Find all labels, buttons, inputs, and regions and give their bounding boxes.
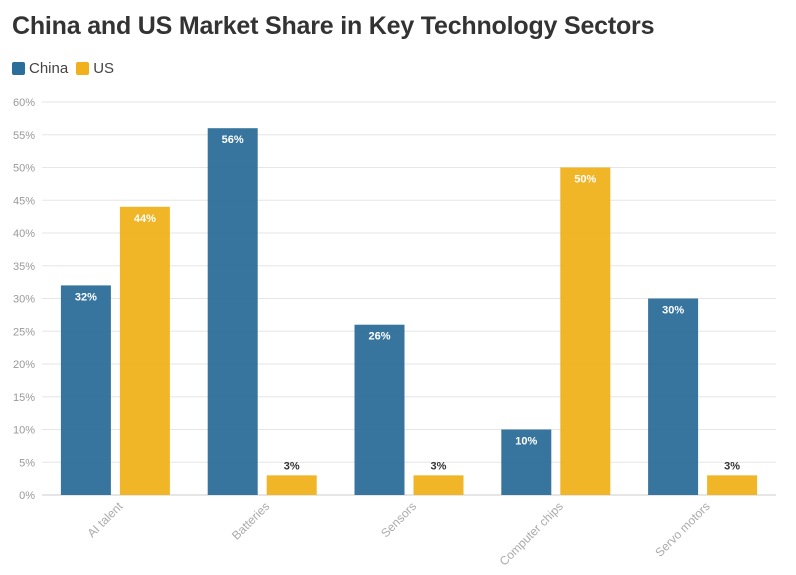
bar-china-3 xyxy=(501,429,552,495)
legend-label-china: China xyxy=(29,60,69,77)
bar-us-4 xyxy=(707,475,758,495)
data-label-china-0: 32% xyxy=(75,291,97,303)
bar-china-0 xyxy=(60,285,111,495)
y-tick-label-7: 35% xyxy=(13,261,35,273)
y-tick-label-6: 30% xyxy=(13,294,35,306)
y-tick-label-1: 5% xyxy=(19,457,35,469)
chart-title: China and US Market Share in Key Technol… xyxy=(12,12,655,40)
bar-us-2 xyxy=(413,475,464,495)
bar-us-0 xyxy=(119,206,170,496)
data-label-us-1: 3% xyxy=(284,460,300,472)
y-tick-label-10: 50% xyxy=(13,163,35,175)
y-tick-label-2: 10% xyxy=(13,425,35,437)
legend-swatch-us xyxy=(76,62,90,75)
legend: China US xyxy=(12,60,122,77)
x-tick-label-3: Computer chips xyxy=(497,499,566,568)
x-tick-label-1: Batteries xyxy=(229,499,272,542)
y-tick-label-0: 0% xyxy=(19,490,35,502)
y-tick-label-11: 55% xyxy=(13,130,35,142)
x-tick-label-0: AI talent xyxy=(84,499,126,541)
data-label-us-4: 3% xyxy=(724,460,740,472)
bar-china-4 xyxy=(648,298,699,495)
x-tick-label-4: Servo motors xyxy=(652,499,712,559)
x-tick-label-2: Sensors xyxy=(378,499,419,540)
y-tick-label-12: 60% xyxy=(13,97,35,109)
legend-label-us: US xyxy=(93,60,115,77)
y-tick-label-8: 40% xyxy=(13,228,35,240)
data-label-us-2: 3% xyxy=(431,460,447,472)
y-tick-label-9: 45% xyxy=(13,195,35,207)
legend-item-china[interactable]: China xyxy=(12,60,68,77)
data-label-us-0: 44% xyxy=(134,213,156,225)
data-label-china-1: 56% xyxy=(222,134,244,146)
y-tick-label-3: 15% xyxy=(13,392,35,404)
y-tick-label-4: 20% xyxy=(13,359,35,371)
bar-china-2 xyxy=(354,324,405,495)
data-label-us-3: 50% xyxy=(574,174,596,186)
legend-item-us[interactable]: US xyxy=(76,60,114,77)
y-tick-label-5: 25% xyxy=(13,326,35,338)
data-label-china-3: 10% xyxy=(515,436,537,448)
bar-china-1 xyxy=(207,128,258,495)
legend-swatch-china xyxy=(12,62,25,75)
data-label-china-2: 26% xyxy=(368,331,390,343)
bar-us-3 xyxy=(560,167,611,495)
bar-us-1 xyxy=(266,475,317,495)
data-label-china-4: 30% xyxy=(662,305,684,317)
